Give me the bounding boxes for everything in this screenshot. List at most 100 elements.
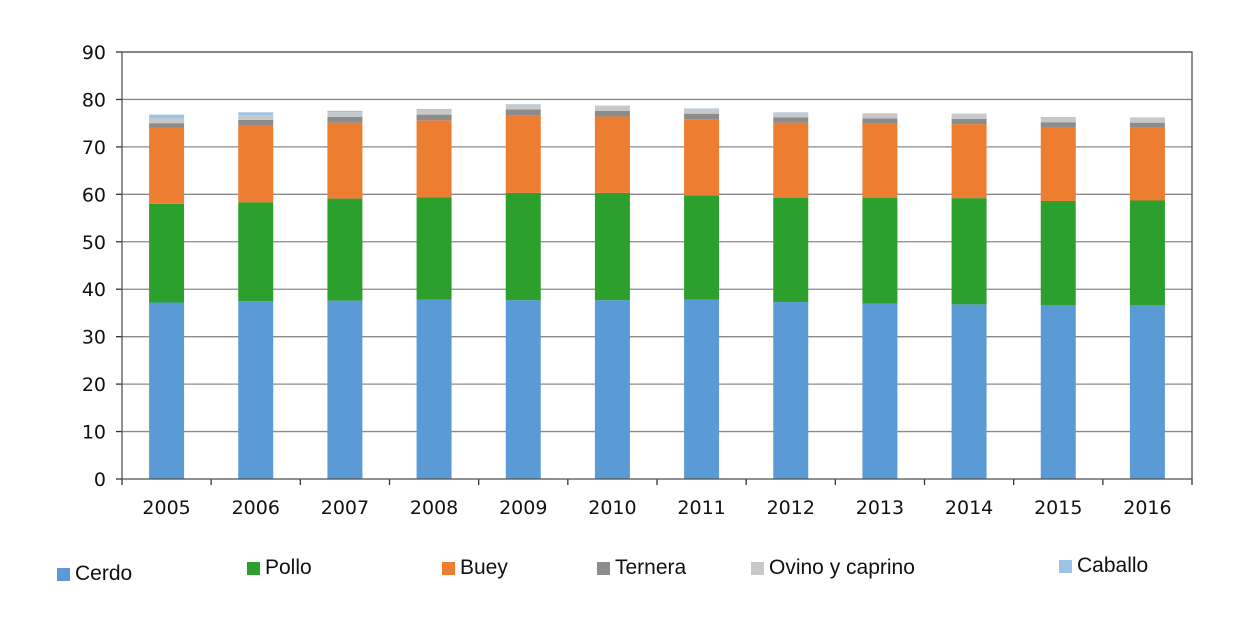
bar-segment-ternera <box>149 123 185 128</box>
bars <box>149 104 1165 479</box>
bar-segment-buey <box>1040 126 1076 201</box>
bar-segment-ovino-y-caprino <box>327 112 363 117</box>
y-tick-label: 70 <box>82 137 106 159</box>
stacked-bar-chart: 0 10 20 30 40 50 60 70 80 90 2005 2006 2007 2008 2009… <box>82 42 1193 519</box>
bar-segment-ovino-y-caprino <box>684 108 720 114</box>
plot-frame <box>121 51 1193 480</box>
chart-legend: Cerdo Pollo Buey Ternera Ovino y caprino Caba… <box>0 554 1247 594</box>
bar-segment-caballo <box>149 114 185 119</box>
axes <box>116 51 1193 485</box>
y-tick-label: 10 <box>82 422 106 444</box>
legend-item-ternera: Ternera <box>597 556 686 580</box>
legend-swatch <box>1059 559 1072 573</box>
bar-segment-buey <box>238 125 274 203</box>
y-tick-label: 40 <box>82 279 106 301</box>
bar-segment-cerdo <box>594 300 630 479</box>
legend-label: Ternera <box>615 556 687 579</box>
bar-segment-pollo <box>327 198 363 301</box>
bar-segment-cerdo <box>684 299 720 479</box>
x-tick-label: 2013 <box>856 497 904 519</box>
legend-label: Cerdo <box>75 562 133 585</box>
bar-segment-cerdo <box>327 300 363 479</box>
legend-item-cerdo: Cerdo <box>57 562 132 586</box>
bar-segment-ovino-y-caprino <box>1040 117 1076 123</box>
bar-segment-ovino-y-caprino <box>862 113 898 119</box>
bar-segment-pollo <box>1129 200 1165 306</box>
y-tick-labels: 0 10 20 30 40 50 60 70 80 90 <box>82 42 106 491</box>
bar-segment-pollo <box>773 197 809 303</box>
y-tick-label: 0 <box>94 469 106 491</box>
bar-segment-buey <box>416 120 452 198</box>
bar-segment-ovino-y-caprino <box>594 106 630 111</box>
x-tick-label: 2014 <box>945 497 993 519</box>
bar-segment-buey <box>862 123 898 198</box>
legend-item-buey: Buey <box>442 556 508 580</box>
legend-swatch <box>442 561 455 575</box>
x-tick-label: 2015 <box>1034 497 1082 519</box>
y-tick-label: 90 <box>82 42 106 64</box>
bar-segment-pollo <box>1040 200 1076 306</box>
x-tick-label: 2010 <box>588 497 636 519</box>
bar-segment-caballo <box>416 108 452 110</box>
bar-segment-ovino-y-caprino <box>149 118 185 124</box>
bar-segment-cerdo <box>951 304 987 479</box>
bar-segment-buey <box>149 127 185 204</box>
bar-segment-pollo <box>149 203 185 303</box>
x-tick-labels: 2005 2006 2007 2008 2009 2010 2011 2012 2013 2014… <box>142 497 1171 519</box>
bar-segment-cerdo <box>505 300 541 479</box>
legend-swatch <box>751 561 764 575</box>
legend-swatch <box>247 561 260 575</box>
bar-segment-ternera <box>684 113 720 120</box>
bar-segment-pollo <box>416 197 452 300</box>
bar-segment-ovino-y-caprino <box>773 112 809 118</box>
x-tick-label: 2009 <box>499 497 547 519</box>
legend-label: Ovino y caprino <box>769 556 915 579</box>
x-tick-label: 2005 <box>142 497 190 519</box>
bar-segment-ternera <box>862 118 898 124</box>
y-tick-label: 50 <box>82 232 106 254</box>
x-tick-label: 2012 <box>767 497 815 519</box>
bar-segment-cerdo <box>149 302 185 479</box>
bar-segment-ternera <box>773 117 809 123</box>
legend-label: Buey <box>460 556 508 579</box>
bar-segment-caballo <box>238 112 274 116</box>
x-tick-label: 2011 <box>677 497 725 519</box>
y-tick-label: 80 <box>82 89 106 111</box>
bar-segment-cerdo <box>1129 305 1165 479</box>
bar-segment-ovino-y-caprino <box>505 104 541 110</box>
x-tick-label: 2008 <box>410 497 458 519</box>
bar-segment-buey <box>594 116 630 193</box>
legend-label: Pollo <box>265 556 312 579</box>
bar-segment-ternera <box>1129 122 1165 128</box>
bar-segment-pollo <box>594 192 630 301</box>
bar-segment-cerdo <box>1040 305 1076 479</box>
x-tick-label: 2006 <box>232 497 280 519</box>
bar-segment-pollo <box>862 197 898 304</box>
bar-segment-buey <box>684 119 720 196</box>
bar-segment-pollo <box>238 202 274 302</box>
bar-segment-cerdo <box>238 301 274 479</box>
legend-item-caballo: Caballo <box>1059 554 1148 578</box>
bar-segment-ovino-y-caprino <box>238 115 274 120</box>
bar-segment-ternera <box>327 116 363 123</box>
legend-swatch <box>597 561 610 575</box>
bar-segment-buey <box>327 122 363 199</box>
bar-segment-ternera <box>416 114 452 121</box>
bar-segment-pollo <box>505 192 541 301</box>
y-tick-label: 60 <box>82 184 106 206</box>
bar-segment-cerdo <box>773 302 809 479</box>
bar-segment-ternera <box>238 119 274 126</box>
bar-segment-buey <box>951 124 987 199</box>
bar-segment-pollo <box>684 195 720 300</box>
bar-segment-ovino-y-caprino <box>416 109 452 115</box>
legend-item-pollo: Pollo <box>247 556 312 580</box>
x-tick-label: 2016 <box>1123 497 1171 519</box>
bar-segment-ternera <box>505 109 541 116</box>
bar-segment-buey <box>505 115 541 193</box>
bar-segment-pollo <box>951 198 987 305</box>
legend-label: Caballo <box>1077 554 1149 577</box>
bar-segment-ovino-y-caprino <box>951 114 987 119</box>
x-tick-label: 2007 <box>321 497 369 519</box>
bar-segment-cerdo <box>862 303 898 479</box>
legend-item-ovino-y-caprino: Ovino y caprino <box>751 556 915 580</box>
